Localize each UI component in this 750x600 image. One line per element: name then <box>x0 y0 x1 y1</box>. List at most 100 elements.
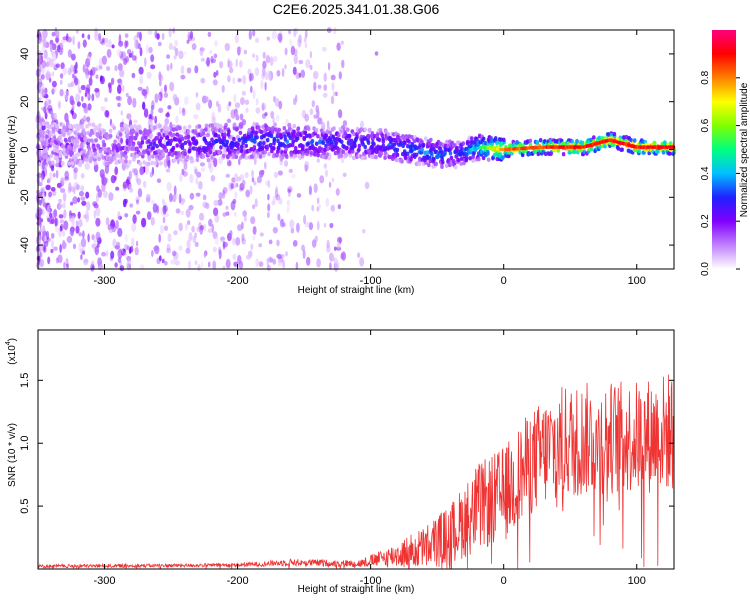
heatmap-noise-cell <box>59 225 63 232</box>
heatmap-ridge-cell <box>129 124 134 129</box>
heatmap-ridge-cell <box>605 141 609 147</box>
heatmap-ridge-cell <box>352 131 356 137</box>
heatmap-noise-cell <box>242 210 247 218</box>
heatmap-noise-cell <box>249 185 253 195</box>
heatmap-noise-cell <box>226 118 232 124</box>
heatmap-noise-cell <box>210 175 216 182</box>
heatmap-noise-cell <box>304 221 310 228</box>
heatmap-noise-cell <box>212 231 218 240</box>
heatmap-noise-cell <box>78 232 82 237</box>
heatmap-ridge-cell <box>223 132 227 137</box>
heatmap-ridge-cell <box>456 157 460 162</box>
heatmap-noise-cell <box>49 39 54 46</box>
heatmap-noise-cell <box>50 43 53 53</box>
heatmap-noise-cell <box>38 199 42 206</box>
heatmap-ridge-cell <box>79 124 84 129</box>
heatmap-noise-cell <box>269 257 274 263</box>
heatmap-noise-cell <box>214 40 218 47</box>
heatmap-ridge-cell <box>287 123 292 128</box>
heatmap-ridge-cell <box>87 122 92 127</box>
heatmap-noise-cell <box>253 181 257 186</box>
heatmap-noise-cell <box>222 241 226 250</box>
heatmap-noise-cell <box>51 31 56 37</box>
heatmap-noise-cell <box>159 80 162 87</box>
heatmap-noise-cell <box>337 236 343 244</box>
heatmap-noise-cell <box>82 39 87 48</box>
heatmap-noise-cell <box>340 40 344 45</box>
heatmap-noise-cell <box>130 237 135 248</box>
heatmap-noise-cell <box>146 211 152 220</box>
heatmap-noise-cell <box>200 261 204 268</box>
heatmap-noise-cell <box>231 177 236 183</box>
heatmap-ridge-cell <box>113 156 117 161</box>
heatmap-ridge-cell <box>83 131 87 136</box>
heatmap-ridge-cell <box>206 158 211 163</box>
heatmap-noise-cell <box>68 215 74 223</box>
heatmap-noise-cell <box>210 58 217 64</box>
heatmap-ridge-cell <box>451 159 456 164</box>
heatmap-ridge-cell <box>592 135 596 140</box>
spectrogram-cells <box>35 26 677 272</box>
heatmap-noise-cell <box>106 48 112 58</box>
heatmap-noise-cell <box>163 92 169 98</box>
heatmap-noise-cell <box>327 62 331 71</box>
heatmap-ridge-cell <box>410 141 415 147</box>
heatmap-noise-cell <box>50 165 55 172</box>
heatmap-noise-cell <box>162 205 167 215</box>
heatmap-ridge-cell <box>520 152 525 158</box>
heatmap-noise-cell <box>59 219 65 224</box>
heatmap-noise-cell <box>203 251 207 258</box>
heatmap-noise-cell <box>205 202 210 209</box>
heatmap-noise-cell <box>101 251 106 257</box>
heatmap-noise-cell <box>195 177 199 185</box>
heatmap-ridge-cell <box>195 157 200 163</box>
y-tick-label: -20 <box>19 189 31 205</box>
heatmap-noise-cell <box>252 29 256 37</box>
heatmap-noise-cell <box>40 187 45 193</box>
heatmap-noise-cell <box>296 222 300 233</box>
heatmap-ridge-cell <box>186 134 191 140</box>
heatmap-ridge-cell <box>663 140 667 145</box>
heatmap-ridge-cell <box>339 153 344 158</box>
heatmap-noise-cell <box>151 199 155 205</box>
heatmap-ridge-cell <box>267 151 271 157</box>
heatmap-ridge-cell <box>112 125 116 131</box>
heatmap-noise-cell <box>255 107 261 114</box>
heatmap-noise-cell <box>278 100 283 110</box>
heatmap-ridge-cell <box>357 143 362 149</box>
heatmap-ridge-cell <box>79 143 84 149</box>
heatmap-noise-cell <box>166 247 172 254</box>
heatmap-ridge-cell <box>347 133 352 139</box>
heatmap-noise-cell <box>331 177 335 183</box>
heatmap-noise-cell <box>184 96 189 106</box>
heatmap-noise-cell <box>227 75 231 83</box>
heatmap-ridge-cell <box>146 151 151 156</box>
heatmap-noise-cell <box>207 261 211 268</box>
heatmap-noise-cell <box>134 40 139 49</box>
heatmap-ridge-cell <box>121 126 125 132</box>
heatmap-noise-cell <box>230 183 234 190</box>
heatmap-noise-cell <box>304 42 308 49</box>
snr-y-multiplier-exp: 4 <box>5 341 12 345</box>
heatmap-ridge-cell <box>210 137 214 142</box>
heatmap-ridge-cell <box>146 144 151 149</box>
heatmap-ridge-cell <box>322 150 327 156</box>
snr-x-axis-label: Height of straight line (km) <box>298 584 415 595</box>
heatmap-noise-cell <box>116 241 121 250</box>
heatmap-noise-cell <box>82 250 85 255</box>
heatmap-noise-cell <box>99 264 104 270</box>
heatmap-ridge-cell <box>432 147 436 152</box>
heatmap-ridge-cell <box>535 140 540 145</box>
heatmap-noise-cell <box>342 120 348 127</box>
heatmap-noise-cell <box>183 51 187 55</box>
heatmap-ridge-cell <box>125 124 130 129</box>
heatmap-noise-cell <box>236 46 242 52</box>
heatmap-noise-cell <box>185 223 188 231</box>
heatmap-ridge-cell <box>138 129 143 135</box>
heatmap-ridge-cell <box>325 152 330 157</box>
heatmap-noise-cell <box>72 196 78 205</box>
snr-y-axis-label: SNR (10 * v/v) <box>7 423 18 487</box>
heatmap-noise-cell <box>72 243 77 250</box>
heatmap-noise-cell <box>76 101 81 107</box>
heatmap-noise-cell <box>166 156 171 167</box>
